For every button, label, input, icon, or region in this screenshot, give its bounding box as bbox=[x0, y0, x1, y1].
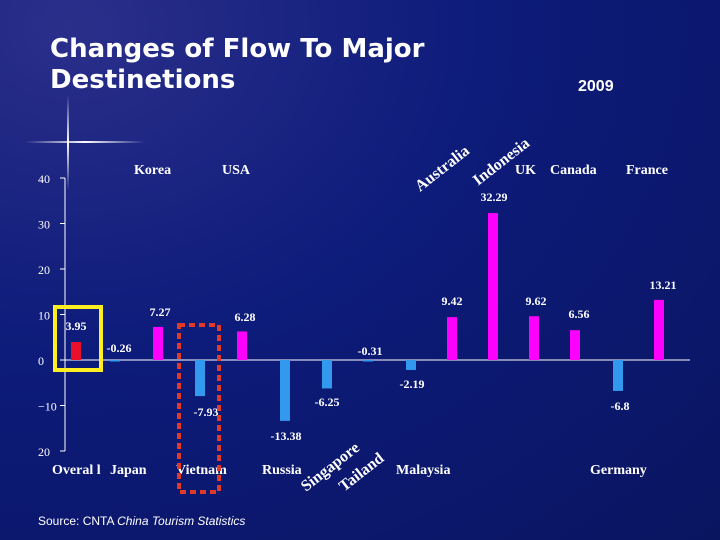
y-tick-label: −10 bbox=[38, 400, 57, 414]
category-label: Canada bbox=[550, 163, 597, 178]
y-tick-label: 20 bbox=[38, 263, 50, 277]
value-label: 32.29 bbox=[481, 190, 508, 204]
y-tick-label: 0 bbox=[38, 354, 44, 368]
category-label: Overal l bbox=[52, 463, 101, 478]
bar-overal-l bbox=[71, 342, 81, 360]
category-label-rotated: Indonesia bbox=[470, 135, 533, 189]
value-label: -6.8 bbox=[611, 399, 630, 413]
bar-malaysia bbox=[488, 213, 498, 360]
bar-france bbox=[613, 360, 623, 391]
bar-indonesia bbox=[447, 317, 457, 360]
value-label: -0.26 bbox=[107, 341, 132, 355]
category-label-rotated: Australia bbox=[412, 142, 473, 195]
value-label: 9.62 bbox=[526, 294, 547, 308]
y-tick-label: 20 bbox=[38, 445, 50, 459]
bar-germany bbox=[654, 299, 664, 360]
source-italic: China Tourism Statistics bbox=[117, 514, 246, 528]
value-label: -0.31 bbox=[358, 344, 383, 358]
title-line-1: Changes of Flow To Major bbox=[50, 34, 425, 64]
category-label: Malaysia bbox=[396, 463, 450, 478]
category-label: USA bbox=[222, 163, 251, 178]
overall-highlight-box bbox=[53, 305, 103, 372]
value-label: 6.28 bbox=[235, 310, 256, 324]
value-label: -6.25 bbox=[315, 395, 340, 409]
category-label: Vietnam bbox=[176, 463, 227, 478]
category-label: Russia bbox=[262, 463, 302, 478]
bar-vietnam bbox=[195, 360, 205, 397]
bar-tailand bbox=[406, 360, 416, 370]
category-label: Japan bbox=[110, 463, 147, 478]
bar-uk bbox=[529, 316, 539, 360]
page-title: Changes of Flow To Major Destinetions bbox=[50, 34, 424, 96]
year-label: 2009 bbox=[578, 78, 614, 95]
bar-usa bbox=[237, 331, 247, 360]
source-prefix: Source: CNTA bbox=[38, 514, 118, 528]
value-label: 6.56 bbox=[569, 307, 590, 321]
category-label: UK bbox=[515, 163, 536, 178]
bar-russia bbox=[280, 360, 290, 421]
category-label: France bbox=[626, 163, 668, 178]
bar-canada bbox=[570, 330, 580, 360]
vietnam-dashed-highlight-box bbox=[177, 323, 221, 494]
value-label: -2.19 bbox=[400, 377, 425, 391]
bar-japan bbox=[110, 360, 120, 362]
value-label: 7.27 bbox=[150, 305, 171, 319]
y-tick-label: 30 bbox=[38, 218, 50, 232]
value-label: 13.21 bbox=[650, 278, 677, 292]
category-label: Germany bbox=[590, 463, 647, 478]
lens-flare-vertical bbox=[67, 95, 69, 190]
bar-korea bbox=[153, 326, 163, 360]
title-line-2: Destinetions bbox=[50, 65, 236, 95]
bar-australia bbox=[363, 360, 373, 362]
category-label: Korea bbox=[134, 163, 171, 178]
value-label: 3.95 bbox=[66, 319, 87, 333]
lens-flare-horizontal bbox=[25, 141, 145, 143]
bar-singapore bbox=[322, 360, 332, 389]
source-note: Source: CNTA China Tourism Statistics bbox=[38, 514, 245, 528]
y-tick-label: 10 bbox=[38, 309, 50, 323]
y-tick-label: 40 bbox=[38, 172, 50, 186]
value-label: 9.42 bbox=[442, 294, 463, 308]
value-label: -13.38 bbox=[271, 429, 302, 443]
value-label: -7.93 bbox=[194, 405, 219, 419]
